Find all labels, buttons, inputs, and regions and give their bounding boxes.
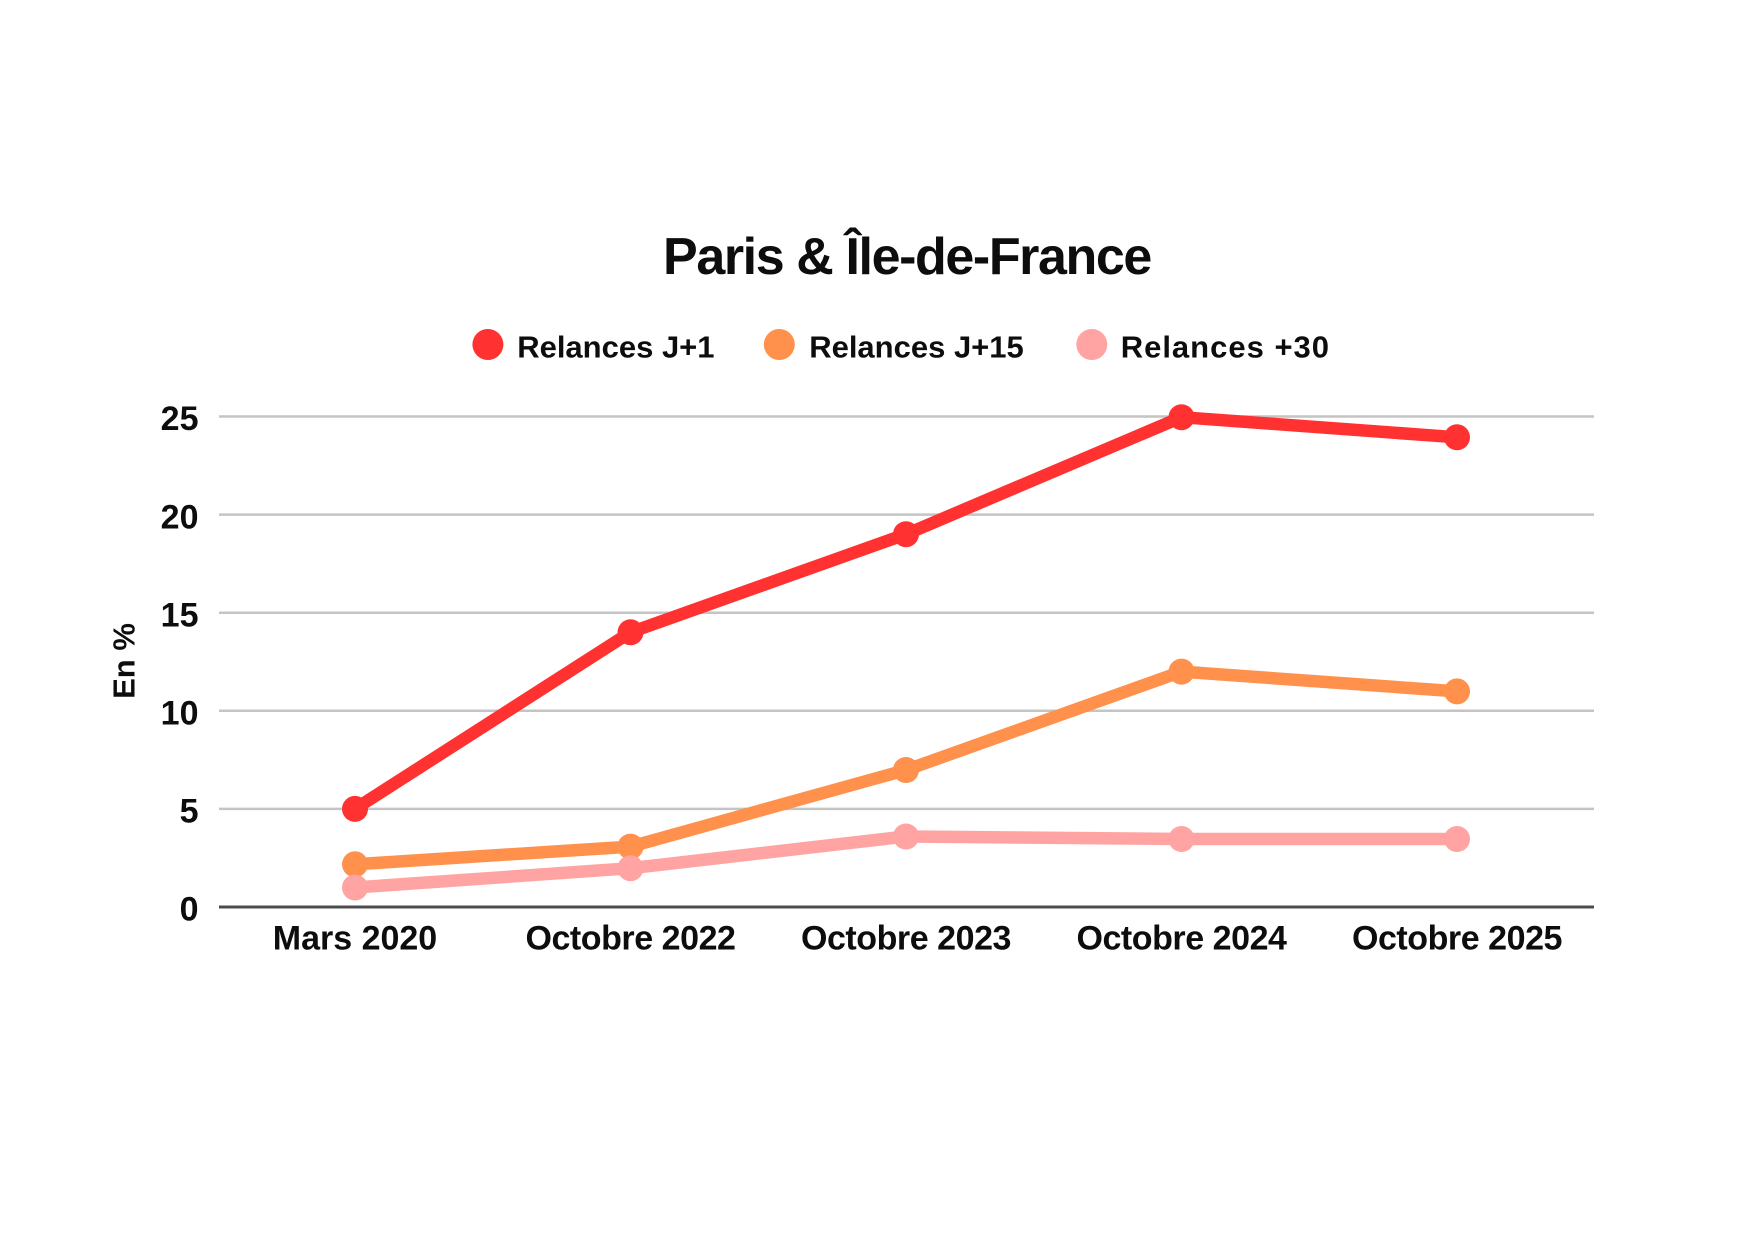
svg-text:Octobre 2024: Octobre 2024 <box>1076 920 1287 958</box>
svg-text:Paris & Île-de-France: Paris & Île-de-France <box>663 227 1151 286</box>
svg-text:Relances +30: Relances +30 <box>1121 330 1330 365</box>
svg-text:Octobre 2023: Octobre 2023 <box>801 920 1011 958</box>
svg-text:Octobre 2022: Octobre 2022 <box>525 920 735 958</box>
svg-text:Relances J+1: Relances J+1 <box>517 330 714 365</box>
svg-text:Mars 2020: Mars 2020 <box>273 920 437 958</box>
svg-text:0: 0 <box>180 891 199 929</box>
svg-text:15: 15 <box>161 596 199 634</box>
svg-text:Octobre 2025: Octobre 2025 <box>1352 920 1562 958</box>
svg-text:10: 10 <box>161 695 199 733</box>
svg-text:20: 20 <box>161 498 199 536</box>
svg-text:En %: En % <box>107 623 142 699</box>
svg-text:Relances J+15: Relances J+15 <box>809 330 1024 365</box>
svg-text:25: 25 <box>161 400 199 438</box>
svg-text:5: 5 <box>180 793 199 831</box>
